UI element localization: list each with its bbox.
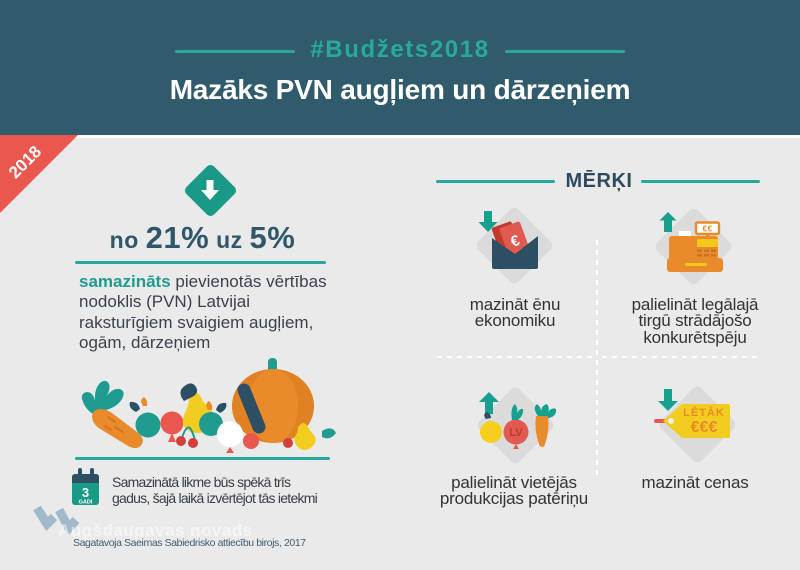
svg-text:GADI: GADI: [79, 500, 93, 506]
svg-text:LV: LV: [509, 427, 523, 439]
svg-text:3: 3: [82, 485, 89, 500]
svg-text:LĒTĀK: LĒTĀK: [683, 407, 725, 419]
svg-text:€€€: €€€: [691, 419, 718, 436]
svg-text:€€: €€: [703, 225, 713, 234]
